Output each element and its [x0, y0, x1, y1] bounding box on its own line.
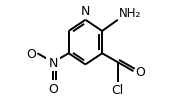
- Text: O: O: [135, 65, 145, 78]
- Text: N: N: [81, 5, 90, 18]
- Text: O: O: [26, 47, 36, 60]
- Text: NH₂: NH₂: [119, 7, 141, 19]
- Text: Cl: Cl: [112, 84, 124, 97]
- Text: N: N: [48, 56, 58, 69]
- Text: O: O: [48, 82, 58, 95]
